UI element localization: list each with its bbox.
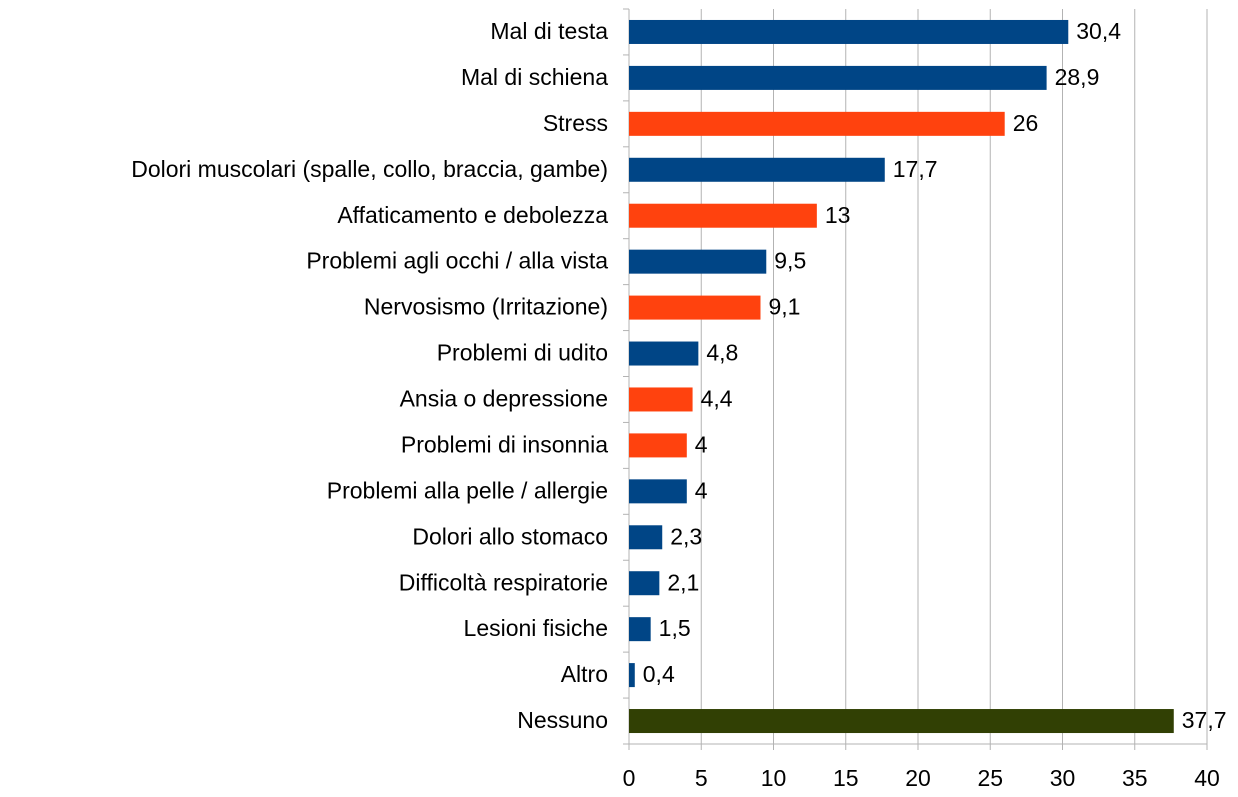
bar xyxy=(629,479,687,504)
data-label: 13 xyxy=(825,202,851,228)
data-label: 2,1 xyxy=(667,569,699,595)
bar xyxy=(629,295,761,320)
bar xyxy=(629,663,635,688)
data-label: 30,4 xyxy=(1076,18,1121,44)
bar xyxy=(629,111,1005,136)
bar xyxy=(629,65,1047,90)
y-tick-label: Problemi di udito xyxy=(437,340,608,366)
y-tick-label: Altro xyxy=(561,661,608,687)
y-tick-label: Problemi di insonnia xyxy=(401,431,608,457)
x-tick-label: 25 xyxy=(977,765,1003,791)
bar xyxy=(629,157,885,182)
y-tick-label: Nervosismo (Irritazione) xyxy=(364,294,608,320)
y-tick-label: Ansia o depressione xyxy=(400,386,608,412)
data-label: 4,4 xyxy=(701,386,733,412)
x-tick-label: 20 xyxy=(905,765,931,791)
bar xyxy=(629,709,1174,734)
y-tick-label: Dolori allo stomaco xyxy=(412,523,608,549)
data-label: 28,9 xyxy=(1055,64,1100,90)
bar xyxy=(629,525,663,550)
bar xyxy=(629,19,1069,44)
data-label: 37,7 xyxy=(1182,707,1227,733)
x-tick-label: 40 xyxy=(1194,765,1220,791)
x-tick-label: 0 xyxy=(623,765,636,791)
bar xyxy=(629,617,651,642)
x-tick-label: 30 xyxy=(1050,765,1076,791)
y-tick-label: Affaticamento e debolezza xyxy=(337,202,608,228)
x-tick-label: 15 xyxy=(833,765,859,791)
data-label: 9,1 xyxy=(768,294,800,320)
y-tick-label: Nessuno xyxy=(517,707,608,733)
data-label: 17,7 xyxy=(893,156,938,182)
data-label: 4 xyxy=(695,477,708,503)
data-label: 1,5 xyxy=(659,615,691,641)
y-tick-label: Dolori muscolari (spalle, collo, braccia… xyxy=(131,156,608,182)
y-tick-label: Stress xyxy=(543,110,608,136)
data-label: 4,8 xyxy=(706,340,738,366)
data-label: 2,3 xyxy=(670,523,702,549)
bar xyxy=(629,433,687,458)
data-label: 9,5 xyxy=(774,248,806,274)
y-tick-label: Problemi agli occhi / alla vista xyxy=(306,248,608,274)
y-tick-label: Mal di testa xyxy=(490,18,608,44)
y-tick-label: Mal di schiena xyxy=(461,64,608,90)
data-label: 4 xyxy=(695,431,708,457)
y-tick-label: Difficoltà respiratorie xyxy=(399,569,608,595)
bar xyxy=(629,387,693,412)
bar xyxy=(629,203,817,228)
x-tick-label: 5 xyxy=(695,765,708,791)
y-tick-label: Lesioni fisiche xyxy=(464,615,608,641)
bar xyxy=(629,571,660,596)
bar xyxy=(629,249,767,274)
data-label: 0,4 xyxy=(643,661,675,687)
data-label: 26 xyxy=(1013,110,1039,136)
x-tick-label: 10 xyxy=(761,765,787,791)
bar xyxy=(629,341,699,366)
y-tick-label: Problemi alla pelle / allergie xyxy=(327,477,608,503)
x-tick-label: 35 xyxy=(1122,765,1148,791)
